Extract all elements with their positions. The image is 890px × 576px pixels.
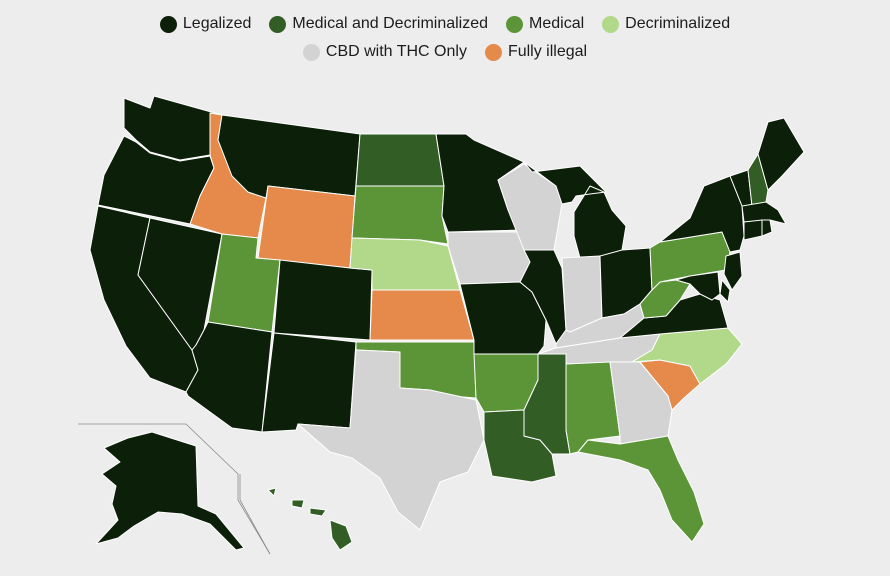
state-rhode-island bbox=[761, 219, 773, 237]
state-illinois bbox=[519, 249, 567, 345]
legend-swatch-cbd-with-thc-only bbox=[302, 43, 320, 61]
legend-item-fully-illegal: Fully illegal bbox=[484, 42, 588, 62]
legend-swatch-decriminalized bbox=[602, 15, 620, 33]
state-wyoming bbox=[257, 185, 356, 269]
legend-item-cbd-with-thc-only: CBD with THC Only bbox=[302, 42, 467, 62]
state-iowa bbox=[447, 231, 531, 285]
state-maryland bbox=[675, 271, 721, 301]
state-south-dakota bbox=[351, 185, 449, 245]
legend-label-fully-illegal: Fully illegal bbox=[507, 43, 588, 60]
legend-item-medical-and-decriminalized: Medical and Decriminalized bbox=[269, 14, 488, 34]
hawaii-inset-border bbox=[239, 474, 271, 555]
state-new-mexico bbox=[261, 332, 357, 433]
state-new-york bbox=[659, 175, 745, 253]
state-new-jersey bbox=[723, 251, 743, 291]
legend-swatch-fully-illegal bbox=[484, 43, 502, 61]
state-kansas bbox=[369, 289, 475, 341]
state-washington bbox=[123, 95, 223, 161]
legend-label-legalized: Legalized bbox=[182, 15, 252, 32]
state-alaska bbox=[95, 431, 245, 551]
alaska-inset-border bbox=[78, 423, 271, 555]
map-legend: Legalized Medical and Decriminalized Med… bbox=[0, 14, 890, 62]
state-texas bbox=[297, 349, 485, 531]
state-maine bbox=[757, 117, 805, 191]
state-delaware bbox=[719, 279, 731, 303]
state-connecticut bbox=[743, 219, 763, 241]
state-north-dakota bbox=[355, 133, 445, 187]
legend-item-medical: Medical bbox=[506, 14, 584, 34]
state-north-carolina bbox=[631, 327, 743, 385]
legend-swatch-legalized bbox=[159, 15, 177, 33]
state-new-hampshire bbox=[747, 153, 769, 207]
state-hawaii bbox=[267, 487, 353, 551]
legend-label-medical: Medical bbox=[529, 15, 585, 32]
state-michigan bbox=[523, 161, 627, 259]
legend-label-medical-and-decriminalized: Medical and Decriminalized bbox=[292, 15, 489, 32]
legend-swatch-medical bbox=[506, 15, 524, 33]
legend-swatch-medical-and-decriminalized bbox=[269, 15, 287, 33]
legend-label-cbd-with-thc-only: CBD with THC Only bbox=[325, 43, 467, 60]
state-florida bbox=[577, 435, 705, 543]
state-colorado bbox=[273, 259, 373, 341]
state-arizona bbox=[185, 321, 273, 433]
legend-label-decriminalized: Decriminalized bbox=[625, 15, 731, 32]
legend-item-decriminalized: Decriminalized bbox=[602, 14, 730, 34]
legend-item-legalized: Legalized bbox=[159, 14, 252, 34]
